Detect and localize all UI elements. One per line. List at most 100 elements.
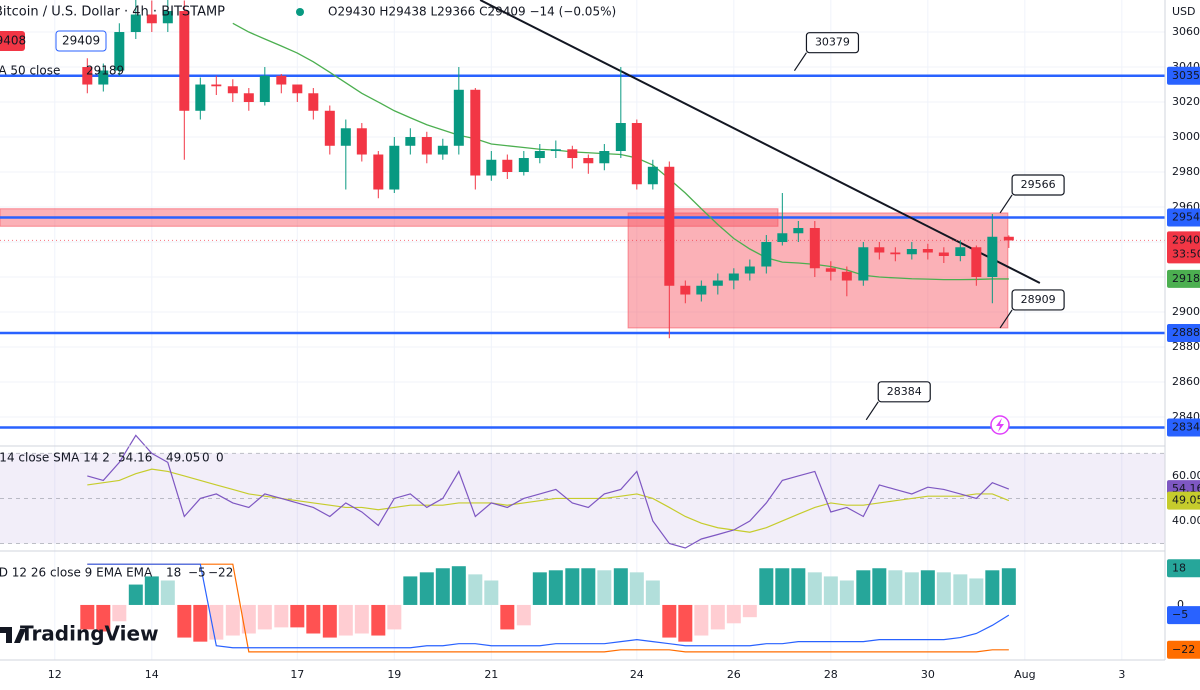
- macd-histogram-bar: [290, 604, 305, 628]
- candle-body: [777, 233, 788, 243]
- candle-body: [437, 145, 448, 155]
- candle-body: [680, 285, 691, 295]
- candle-body: [292, 84, 303, 94]
- level-tag-box: [1167, 324, 1200, 343]
- macd-histogram-bar: [791, 568, 806, 605]
- rsi-legend-value: 0: [216, 451, 224, 465]
- y-tick-label: 28600: [1172, 375, 1200, 388]
- macd-histogram-bar: [662, 604, 677, 638]
- candle-body: [534, 151, 545, 159]
- symbol: Bitcoin / U.S. Dollar · 4h · BITSTAMP: [0, 5, 225, 20]
- rsi-tick-label: 40.00: [1172, 514, 1200, 527]
- candle-body: [744, 266, 755, 274]
- macd-histogram-bar: [807, 572, 822, 605]
- callout-pointer: [793, 52, 807, 72]
- macd-tag: 18: [1172, 561, 1186, 574]
- candle-body: [664, 166, 675, 286]
- x-tick-label: Aug: [1014, 668, 1035, 681]
- x-tick-label: 28: [824, 668, 838, 681]
- candle-body: [793, 228, 804, 234]
- level-tag: 30350: [1172, 69, 1200, 82]
- candle-body: [195, 84, 206, 111]
- candle-body: [324, 110, 335, 146]
- candle-body: [453, 89, 464, 146]
- macd-histogram-bar: [112, 604, 127, 622]
- candle-body: [890, 252, 901, 255]
- macd-signal-line: [87, 563, 1009, 653]
- macd-histogram-bar: [80, 604, 95, 630]
- ma-legend: MA 50 close: [0, 64, 60, 78]
- candle-body: [728, 273, 739, 281]
- macd-line: [87, 563, 1010, 649]
- macd-histogram-bar: [904, 572, 919, 605]
- candle-body: [146, 14, 157, 24]
- candle-body: [373, 154, 384, 190]
- candle-body: [696, 285, 707, 295]
- macd-histogram-bar: [419, 572, 434, 605]
- callout-label: 28909: [1021, 293, 1056, 306]
- candle-body: [938, 252, 949, 257]
- callout-pointer: [865, 401, 879, 421]
- macd-histogram-bar: [274, 604, 289, 628]
- candle-body: [82, 67, 93, 85]
- macd-histogram-bar: [484, 580, 499, 605]
- callout-box: [1011, 289, 1065, 311]
- candle-body: [98, 70, 109, 85]
- x-tick-label: 24: [630, 668, 644, 681]
- rsi-sma-line: [87, 468, 1010, 533]
- macd-legend-value: −5: [188, 566, 206, 580]
- macd-histogram-bar: [144, 576, 159, 605]
- candle-body: [955, 247, 966, 257]
- macd-legend-value: 18: [166, 566, 181, 580]
- ma-tag-box: [1167, 269, 1200, 288]
- macd-histogram-bar: [629, 572, 644, 605]
- candle-body: [761, 242, 772, 267]
- candle-body: [809, 228, 820, 269]
- candle-body: [1003, 236, 1014, 241]
- ma-legend-value: 29189: [86, 64, 124, 78]
- candle-body: [971, 247, 982, 278]
- candle-body: [599, 151, 610, 164]
- currency: USD: [1172, 5, 1196, 18]
- macd-histogram-bar: [969, 578, 984, 605]
- callout-box: [1011, 174, 1065, 196]
- macd-histogram-bar: [775, 568, 790, 605]
- macd-histogram-bar: [241, 604, 256, 634]
- macd-histogram-bar: [953, 574, 968, 605]
- candle-body: [356, 128, 367, 155]
- candle-body: [389, 145, 400, 190]
- macd-histogram-bar: [435, 568, 450, 605]
- macd-histogram-bar: [371, 604, 386, 636]
- macd-histogram-bar: [581, 568, 596, 605]
- candle-body: [259, 75, 270, 103]
- macd-histogram-bar: [985, 570, 1000, 605]
- macd-histogram-bar: [872, 568, 887, 605]
- level-tag: 28880: [1172, 326, 1200, 339]
- rsi-legend-value: 49.05: [166, 451, 200, 465]
- y-tick-label: 30600: [1172, 25, 1200, 38]
- candle-body: [583, 158, 594, 164]
- macd-histogram-bar: [678, 604, 693, 642]
- macd-histogram-bar: [936, 572, 951, 605]
- candle-body: [874, 247, 885, 253]
- level-tag-box: [1167, 418, 1200, 437]
- macd-histogram-bar: [839, 580, 854, 605]
- macd-histogram-bar: [257, 604, 272, 630]
- macd-histogram-bar: [338, 604, 353, 636]
- x-tick-label: 30: [921, 668, 935, 681]
- candle-body: [227, 86, 238, 94]
- candle-body: [470, 89, 481, 176]
- last-price-tag: 29409: [1172, 233, 1200, 246]
- macd-histogram-bar: [856, 570, 871, 605]
- candle-body: [825, 268, 836, 272]
- level-tag: 28340: [1172, 421, 1200, 434]
- macd-histogram-bar: [920, 570, 935, 605]
- macd-histogram-bar: [96, 604, 111, 632]
- callout-label: 28384: [887, 385, 922, 398]
- alert-bolt: [996, 418, 1004, 432]
- x-tick-label: 19: [387, 668, 401, 681]
- candle-body: [405, 137, 416, 146]
- last-price-tag-box: [1167, 231, 1200, 264]
- candle-body: [308, 93, 319, 111]
